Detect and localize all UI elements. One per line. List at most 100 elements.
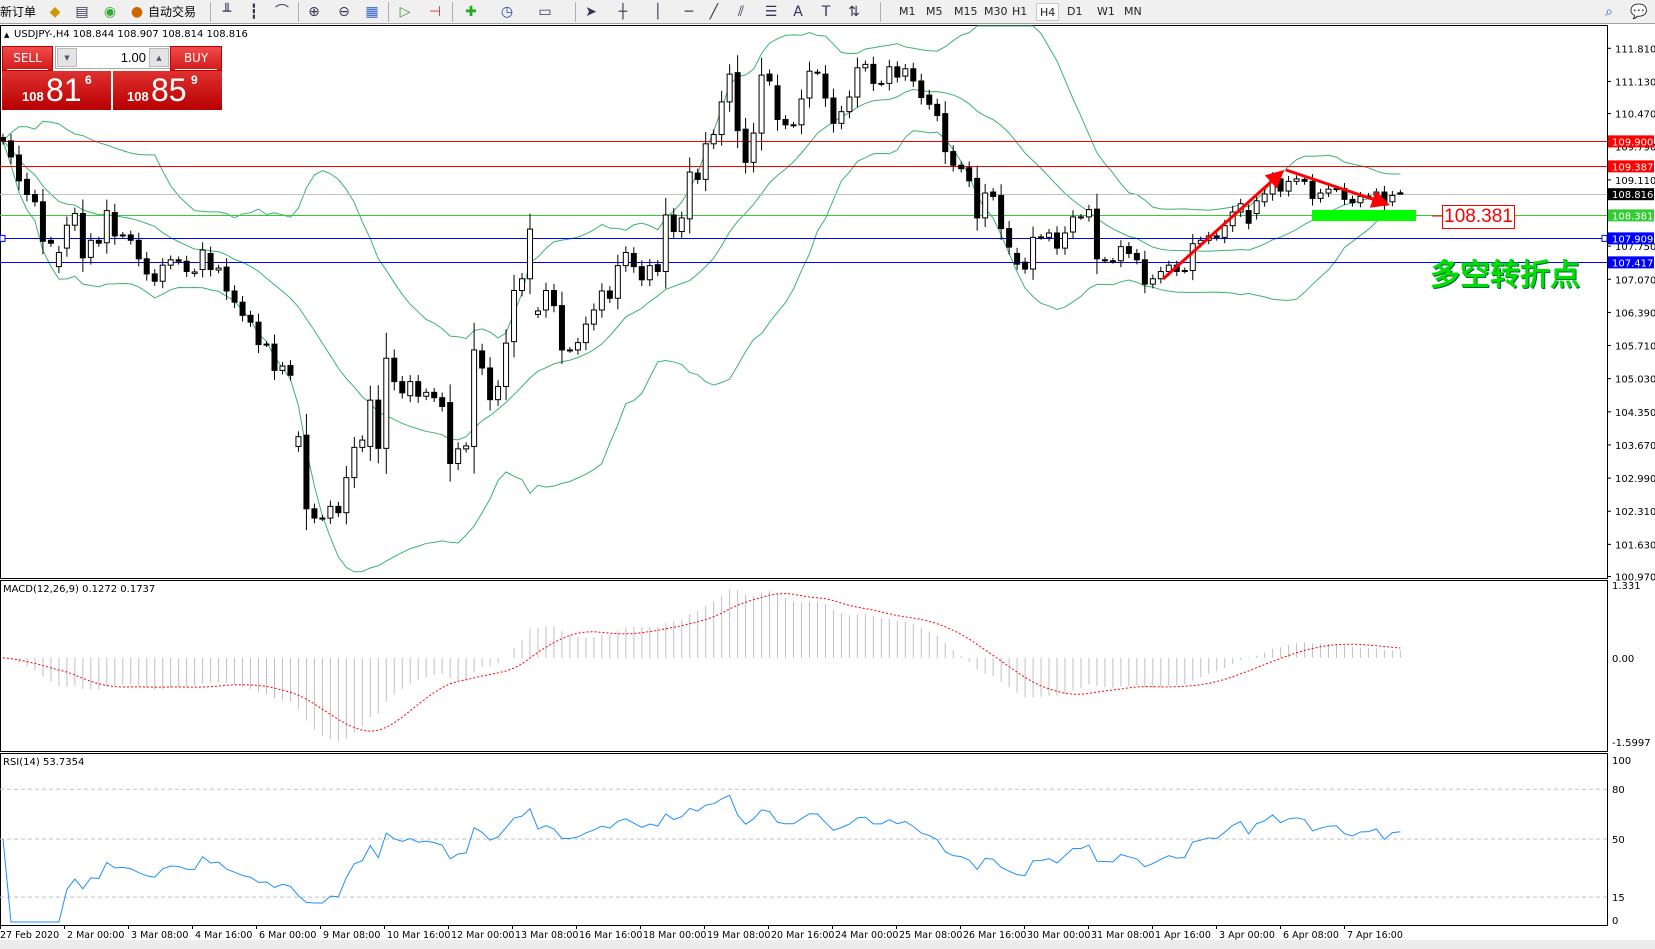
candle	[550, 283, 557, 313]
indicators-icon[interactable]: ✚	[465, 4, 477, 20]
candle-body	[1349, 198, 1356, 204]
price-tick-label: 102.990	[1615, 474, 1655, 485]
candle-body	[87, 239, 94, 258]
horizontal-line-icon[interactable]: ─	[684, 4, 694, 20]
annotation-text[interactable]: 多空转折点	[1430, 258, 1580, 293]
cursor-icon[interactable]: ➤	[585, 4, 597, 20]
candle-body	[1062, 232, 1069, 249]
time-label: 19 Mar 08:00	[707, 930, 770, 940]
candle	[23, 172, 30, 202]
trendline-icon[interactable]: ╱	[709, 4, 719, 20]
candle	[79, 199, 86, 272]
candle-body	[1189, 243, 1196, 272]
candle	[47, 236, 54, 247]
candle-body	[399, 381, 406, 394]
timeframe-h4[interactable]: H4	[1036, 3, 1060, 21]
lot-decrease-button[interactable]: ▼	[57, 48, 77, 67]
signals-icon[interactable]: ◉	[103, 4, 117, 20]
timeframe-m30[interactable]: M30	[984, 5, 1008, 18]
candle-body	[1253, 200, 1260, 214]
candle	[1038, 233, 1045, 240]
new-order-button[interactable]: 新订单	[0, 5, 37, 19]
candle	[846, 90, 853, 119]
candle-body	[1085, 209, 1092, 218]
timeframe-m1[interactable]: M1	[899, 5, 916, 18]
sell-price[interactable]: 108 81 6	[2, 71, 111, 110]
candle	[542, 282, 549, 318]
candle	[151, 269, 158, 286]
annotation-price-label[interactable]: 108.381	[1442, 205, 1515, 229]
candle	[558, 291, 565, 364]
chat-icon[interactable]: 💬	[1630, 4, 1648, 20]
candle-body	[814, 71, 821, 74]
candle	[1093, 193, 1100, 275]
navigator-icon[interactable]: ◆	[49, 4, 61, 20]
search-icon[interactable]: ⌕	[1605, 4, 1613, 20]
lot-value[interactable]: 1.00	[120, 50, 146, 65]
candle	[527, 213, 534, 295]
arrows-icon[interactable]: ⇅	[848, 4, 860, 20]
timeframe-d1[interactable]: D1	[1067, 5, 1083, 18]
rsi-tick-label: 50	[1612, 835, 1625, 846]
candle	[790, 121, 797, 128]
bar-chart-icon[interactable]: ╨	[222, 4, 232, 20]
sell-button[interactable]: SELL	[2, 46, 53, 71]
crosshair-icon[interactable]: ┼	[618, 4, 628, 20]
line-chart-icon[interactable]: ⌒	[275, 4, 289, 20]
price-tag	[1608, 135, 1654, 148]
tile-windows-icon[interactable]: ▦	[365, 4, 379, 20]
rsi-tick-label: 0	[1612, 916, 1618, 927]
text-icon[interactable]: A	[793, 4, 803, 20]
timeframe-w1[interactable]: W1	[1097, 5, 1115, 18]
candle	[1085, 204, 1092, 222]
rsi-tick-label: 15	[1612, 893, 1625, 904]
line-handle	[0, 234, 6, 242]
candle-body	[846, 96, 853, 113]
lot-size-input[interactable]: ▼ 1.00 ▲	[55, 46, 171, 69]
candle	[127, 230, 134, 245]
price-tick-label: 111.810	[1615, 44, 1655, 55]
equidistant-channel-icon[interactable]: ⫽	[737, 4, 745, 20]
vertical-line-icon[interactable]: │	[653, 4, 663, 20]
auto-trading-icon[interactable]: ●	[130, 4, 144, 20]
candle	[383, 332, 390, 474]
chart-shift-icon[interactable]: ⊣	[428, 4, 442, 20]
sell-price-pips: 81	[46, 72, 82, 108]
candle	[223, 258, 230, 300]
rsi-line	[2, 794, 1401, 923]
lot-increase-button[interactable]: ▲	[149, 48, 169, 67]
candle-body	[582, 323, 589, 344]
candle	[1101, 256, 1108, 263]
zoom-out-icon[interactable]: ⊖	[338, 4, 350, 20]
timeframe-mn[interactable]: MN	[1124, 5, 1142, 18]
candle	[878, 80, 885, 87]
auto-trading-button[interactable]: 自动交易	[148, 5, 197, 19]
candle-body	[1277, 178, 1284, 192]
timeframe-m5[interactable]: M5	[926, 5, 943, 18]
timeframe-m15[interactable]: M15	[954, 5, 978, 18]
candle	[534, 307, 541, 319]
candle-body	[750, 132, 757, 163]
timeframe-h1[interactable]: H1	[1012, 5, 1028, 18]
candlestick-icon[interactable]: ┇	[249, 4, 259, 20]
templates-icon[interactable]: ▭	[538, 4, 552, 20]
text-label-icon[interactable]: T	[821, 4, 831, 20]
buy-button[interactable]: BUY	[170, 46, 222, 71]
candle-body	[191, 271, 198, 274]
candle-body	[1046, 232, 1053, 238]
candle	[199, 242, 206, 278]
buy-price[interactable]: 108 85 9	[113, 71, 222, 110]
fibonacci-icon[interactable]: ☰	[764, 4, 778, 20]
market-watch-icon[interactable]: ▤	[75, 4, 89, 20]
auto-scroll-icon[interactable]: ▷	[399, 4, 411, 20]
zoom-in-icon[interactable]: ⊕	[308, 4, 320, 20]
status-bar	[0, 940, 1655, 949]
candle-body	[854, 67, 861, 98]
price-tag	[1608, 160, 1654, 173]
candle	[1325, 185, 1332, 197]
time-label: 7 Apr 16:00	[1347, 930, 1403, 940]
candle-body	[534, 310, 541, 315]
candle	[598, 283, 605, 318]
periods-icon[interactable]: ◷	[500, 4, 514, 20]
